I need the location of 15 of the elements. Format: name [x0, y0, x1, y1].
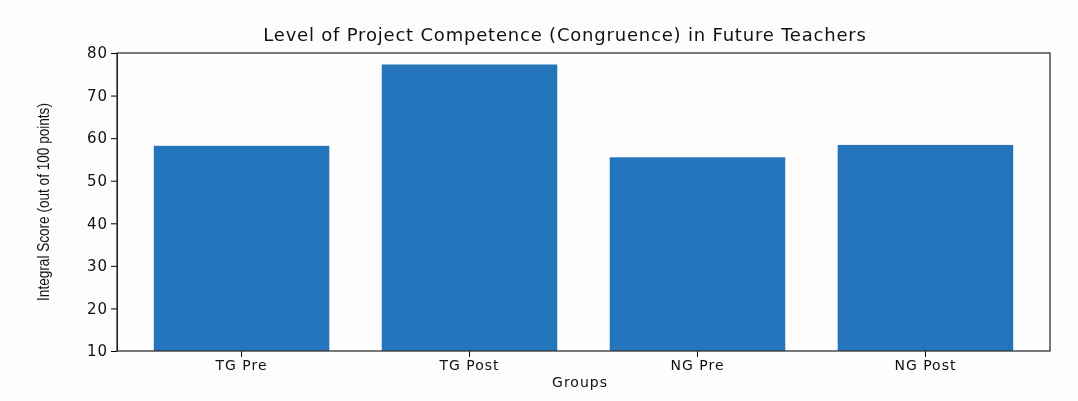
x-tick-label: TG Pre	[214, 356, 268, 373]
y-tick-label: 50	[86, 172, 108, 191]
y-tick-label: 40	[86, 214, 108, 233]
y-tick-label: 30	[86, 257, 108, 276]
y-tick-label: 70	[86, 86, 108, 105]
x-tick-label: NG Pre	[670, 356, 725, 373]
x-tick-label: TG Post	[438, 356, 500, 373]
y-tick-label: 10	[86, 342, 108, 361]
y-tick-label: 60	[86, 129, 108, 148]
y-axis-title: Integral Score (out of 100 points)	[33, 103, 53, 301]
y-tick-label: 80	[86, 44, 108, 63]
x-tick-label: NG Post	[894, 356, 957, 373]
y-tick-label: 20	[86, 299, 108, 318]
x-axis-title: Groups	[552, 374, 608, 390]
chart-title: Level of Project Competence (Congruence) in Future Teachers	[263, 24, 867, 45]
